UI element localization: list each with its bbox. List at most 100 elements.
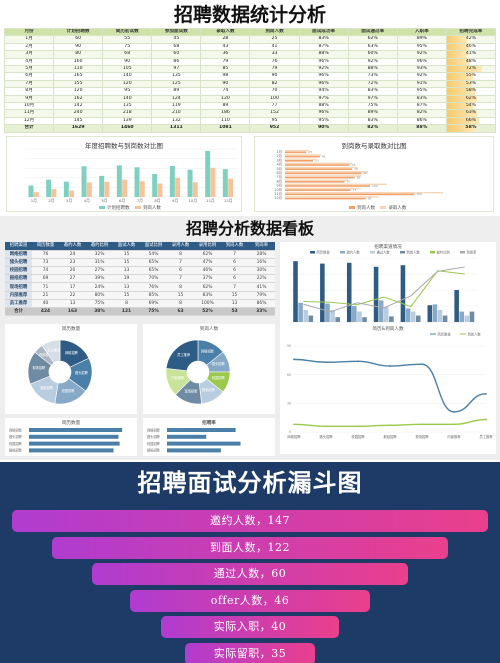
channel-cell: 73: [32, 258, 59, 268]
stats-cell: 98: [200, 72, 251, 81]
bar-fill: [167, 434, 207, 439]
line-point: [389, 365, 391, 367]
bar-plan: [152, 173, 158, 197]
stats-cell: 89: [200, 102, 251, 111]
funnel-stage-separator: ，: [259, 646, 272, 660]
stats-row: 6月 165 140 135 98 90 96% 73% 92% 55%: [3, 72, 497, 81]
stats-cell: 74: [200, 87, 251, 96]
completion-rate-bar: [447, 66, 482, 72]
stats-cell: 162: [53, 94, 104, 104]
legend-swatch: [310, 251, 315, 254]
channel-cell: 20: [59, 266, 86, 276]
resume-line: [293, 358, 487, 413]
channel-bar: [373, 266, 379, 322]
completion-rate-bar: [447, 103, 473, 109]
completion-rate-value: 48%: [465, 58, 477, 64]
stats-cell: 86: [151, 57, 202, 67]
channel-cell: 65%: [140, 258, 167, 268]
channel-cell: 85%: [140, 291, 167, 300]
line-point: [421, 423, 423, 426]
stats-cell: 45: [151, 35, 202, 44]
y-tick-label: 8月: [276, 179, 282, 183]
stats-cell: 145: [53, 116, 104, 126]
stats-cell: 62%: [347, 35, 398, 44]
annual-hire-chart-panel: 年度招聘数与到岗数对比图 1月 2月 3月 4月 5月 6月 7月 8月 9月 10月 11月 12月…: [6, 136, 242, 212]
x-tick-label: 网络招聘: [287, 434, 301, 439]
funnel-stage-label: offer人数: [210, 593, 263, 607]
completion-rate-value: 42%: [465, 36, 477, 42]
stats-cell: 95%: [396, 42, 447, 52]
stats-cell: 4月: [3, 57, 55, 67]
completion-rate-cell: 66%: [445, 116, 497, 126]
stats-cell: 3月: [3, 50, 55, 59]
channel-cell: 7: [221, 250, 248, 259]
bar-fill: [167, 428, 236, 432]
resume-pie-title: 简历数量: [61, 327, 81, 332]
channel-cell: 21: [32, 291, 59, 300]
legend-swatch-plan: [99, 206, 105, 209]
channel-cell: 16%: [248, 258, 275, 268]
stats-cell: 8月: [3, 87, 55, 96]
stats-row: 5月 110 105 97 85 79 92% 88% 93% 72%: [3, 65, 497, 74]
x-tick-label: 8月: [154, 198, 160, 203]
channel-cell: 33%: [248, 307, 275, 317]
stats-cell: 120: [102, 79, 153, 89]
channel-row: 现场招聘 71 17 24% 13 76% 8 62% 7 41%: [5, 282, 275, 292]
hire-rate-bar-title: 招聘率: [202, 421, 216, 426]
bar-arrive: [285, 193, 415, 196]
stats-cell: 92%: [396, 50, 447, 59]
stats-cell: 合计: [3, 124, 55, 133]
channel-bar: [362, 317, 367, 322]
channel-cell: 28%: [248, 250, 275, 259]
channel-bar: [389, 316, 394, 322]
stats-cell: 96%: [298, 79, 349, 89]
bar-plan: [28, 185, 34, 197]
bar-arrive: [86, 182, 92, 197]
stats-cell: 96%: [396, 57, 447, 67]
arrive-pie-slice-label: 现场招聘: [185, 388, 199, 393]
completion-rate-bar: [447, 125, 475, 132]
stats-row: 1月 60 55 45 28 25 83% 62% 89% 42%: [3, 35, 497, 44]
x-tick-label: 1月: [31, 198, 37, 203]
stats-row: 12月 145 139 132 110 95 95% 83% 86% 66%: [3, 116, 497, 126]
arrive-pie-panel: 到岗人数 网络招聘 猎头招聘 校园招聘 报纸招聘 现场招聘 内部推荐 员工推荐: [143, 324, 275, 414]
bar-plan: [81, 166, 87, 197]
bar-admit: [285, 171, 369, 173]
channel-cell: 6: [221, 258, 248, 268]
channel-bar: [459, 311, 465, 322]
stats-cell: 41: [249, 42, 300, 52]
funnel-stage: 实际留职，35: [185, 642, 315, 663]
bar-label: 报纸招聘: [147, 448, 161, 453]
funnel-stage-label: 邀约人数: [210, 514, 256, 527]
x-tick-label: 10月: [189, 198, 198, 203]
completion-rate-value: 54%: [465, 103, 477, 109]
resume-pie-slice-label: 报纸招聘: [40, 385, 54, 390]
channel-header-cell: 邀约比例: [86, 242, 113, 251]
funnel-stage: 到面人数，122: [52, 536, 448, 559]
bar-plan: [222, 169, 228, 197]
stats-cell: 43: [200, 42, 251, 52]
legend-swatch-arrive2: [349, 206, 355, 209]
stats-cell: 1311: [151, 124, 202, 133]
funnel-stage-separator: ，: [259, 567, 272, 580]
channel-cell: 163: [59, 307, 86, 317]
channel-cell: 6: [221, 266, 248, 276]
completion-rate-value: 41%: [465, 51, 477, 57]
bar-label: 猎头招聘: [147, 434, 161, 439]
funnel-stage-label: 到面人数: [210, 540, 256, 554]
bar-plan: [63, 181, 69, 197]
channel-cell: 83%: [194, 291, 221, 300]
bar-arrive: [210, 167, 216, 197]
legend-label: 到岗率: [467, 250, 478, 255]
channel-cell: 71: [32, 282, 59, 292]
channel-cell: 23: [59, 258, 86, 268]
completion-rate-value: 63%: [465, 110, 477, 116]
channel-cell: 75%: [86, 299, 113, 309]
stats-cell: 90: [102, 57, 153, 67]
channel-bar: [442, 315, 448, 322]
channel-cell: 7: [167, 258, 194, 268]
data-label: 152: [416, 192, 422, 196]
legend-label: 邀约人数: [347, 250, 361, 255]
stats-cell: 7月: [3, 79, 55, 89]
